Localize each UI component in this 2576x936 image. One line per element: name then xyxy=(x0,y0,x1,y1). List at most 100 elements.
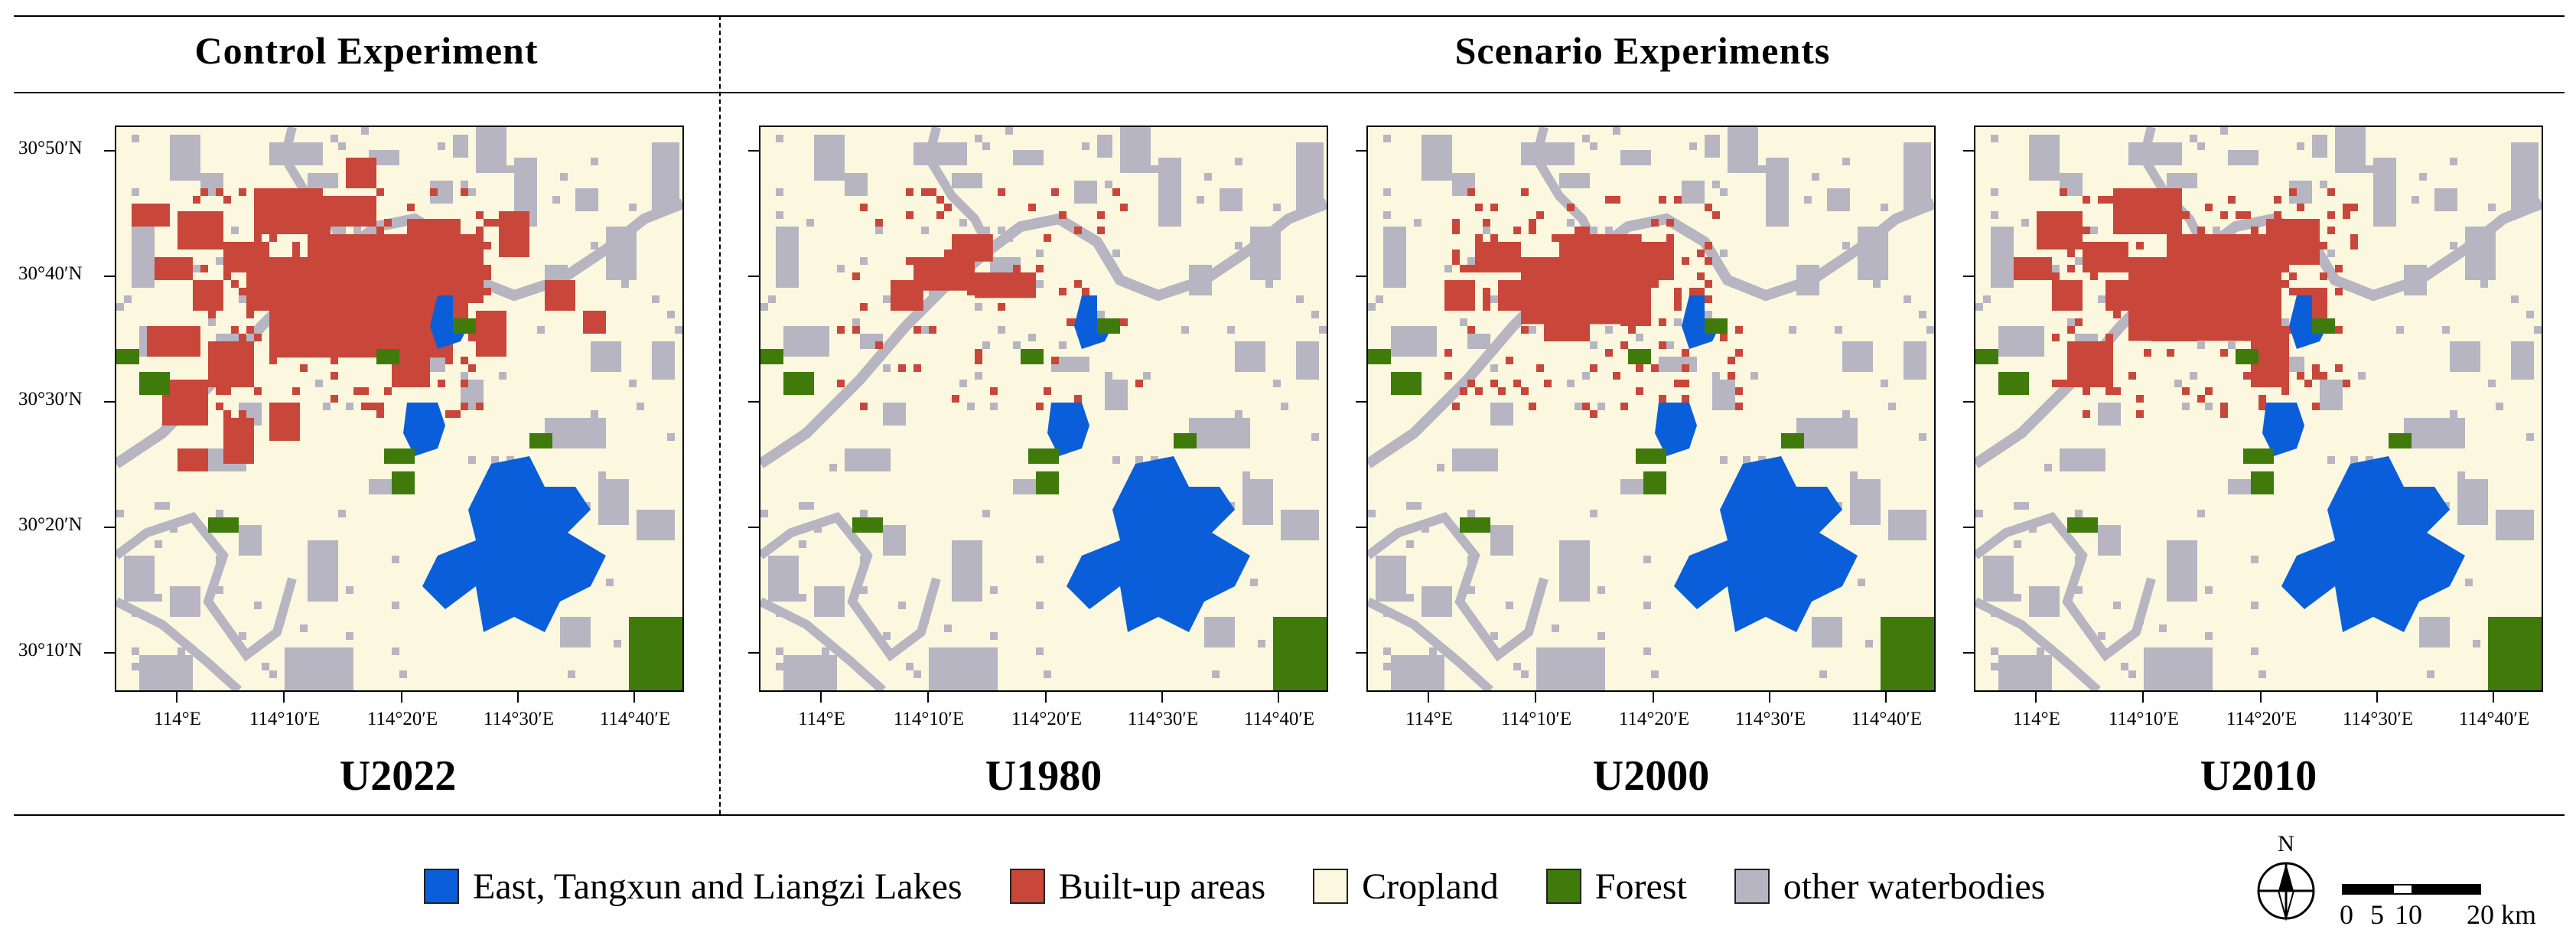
built-up-pixel xyxy=(1036,403,1044,410)
built-up-pixel xyxy=(392,341,399,349)
other-waterbody-pixel xyxy=(1620,487,1628,494)
built-up-pixel xyxy=(300,295,308,303)
other-waterbody xyxy=(1659,357,1697,372)
other-waterbody-pixel xyxy=(806,219,814,227)
other-waterbody-pixel xyxy=(300,625,308,632)
other-waterbody-pixel xyxy=(629,380,637,387)
other-waterbody xyxy=(1158,158,1181,227)
built-up-pixel xyxy=(852,272,860,280)
built-up-pixel xyxy=(223,242,231,249)
built-up-pixel xyxy=(1682,395,1689,403)
other-waterbody-pixel xyxy=(1036,249,1044,257)
built-up-pixel xyxy=(1605,349,1613,357)
built-up-pixel xyxy=(361,219,369,227)
other-waterbody-pixel xyxy=(2213,227,2220,234)
lon-tick xyxy=(1161,692,1163,703)
built-up-pixel xyxy=(1582,227,1590,234)
legend-label-built-up: Built-up areas xyxy=(1058,866,1266,907)
east-lake xyxy=(1074,295,1112,349)
other-waterbody-pixel xyxy=(1429,655,1437,663)
other-waterbody-pixel xyxy=(1376,295,1383,303)
other-waterbody xyxy=(476,127,506,173)
other-waterbody-pixel xyxy=(975,372,982,380)
built-up-pixel xyxy=(1475,234,1483,242)
other-waterbody-pixel xyxy=(1368,510,1376,517)
other-waterbody-pixel xyxy=(132,647,139,655)
other-waterbody-pixel xyxy=(1444,265,1452,272)
built-up-pixel xyxy=(2098,196,2105,204)
other-waterbody-pixel xyxy=(346,586,353,594)
built-up-pixel xyxy=(216,403,223,410)
other-waterbody xyxy=(453,135,468,158)
built-up-pixel xyxy=(1051,188,1059,196)
built-up-pixel xyxy=(2205,387,2213,395)
other-waterbody-pixel xyxy=(323,403,331,410)
other-waterbody-pixel xyxy=(262,663,269,670)
built-up-pixel xyxy=(1552,234,1559,242)
built-up-pixel xyxy=(1697,288,1705,295)
other-waterbody-pixel xyxy=(776,211,783,219)
other-waterbody-pixel xyxy=(132,188,139,196)
other-waterbody-pixel xyxy=(2251,602,2258,609)
built-up-pixel xyxy=(1059,288,1067,295)
other-waterbody-pixel xyxy=(2450,410,2457,418)
other-waterbody xyxy=(883,403,906,426)
lat-tick xyxy=(1963,527,1974,528)
built-up-pixel xyxy=(468,334,476,341)
built-up-pixel xyxy=(2327,227,2335,234)
built-up-pixel xyxy=(208,311,216,318)
built-up-pixel xyxy=(2159,265,2167,272)
other-waterbody-pixel xyxy=(1112,456,1120,464)
other-waterbody xyxy=(1850,479,1881,525)
built-up-pixel xyxy=(1074,280,1082,288)
other-waterbody xyxy=(1559,173,1590,188)
other-waterbody-pixel xyxy=(1406,540,1414,548)
other-waterbody xyxy=(1766,158,1789,227)
built-up-pixel xyxy=(952,395,959,403)
built-up-pixel xyxy=(1697,249,1705,257)
built-up-pixel xyxy=(1735,349,1743,357)
built-up-pixel xyxy=(1097,211,1105,219)
map-panel-u2010 xyxy=(1974,126,2543,692)
other-waterbody-pixel xyxy=(369,487,376,494)
other-waterbody-pixel xyxy=(1319,326,1327,334)
other-waterbody-pixel xyxy=(2190,563,2197,571)
forest-patch xyxy=(1391,372,1422,395)
lon-tick xyxy=(820,692,822,703)
built-up-pixel xyxy=(1735,403,1743,410)
built-up-pixel xyxy=(2075,303,2083,311)
other-waterbody-pixel xyxy=(2511,517,2519,525)
built-up-pixel xyxy=(944,249,952,257)
other-waterbody-pixel xyxy=(837,265,845,272)
other-waterbody-pixel xyxy=(959,219,967,227)
other-waterbody-pixel xyxy=(2067,318,2075,326)
east-lake xyxy=(430,295,468,349)
built-up-pixel xyxy=(2243,318,2251,326)
built-up-pixel xyxy=(852,326,860,334)
other-waterbody-pixel xyxy=(906,663,913,670)
other-waterbody xyxy=(2029,135,2060,181)
control-header: Control Experiment xyxy=(194,29,539,72)
built-up-pixel xyxy=(269,357,277,364)
lon-tick xyxy=(2035,692,2037,703)
built-up-pixel xyxy=(277,219,285,227)
built-up-pixel xyxy=(2297,288,2304,295)
built-up-pixel xyxy=(1659,395,1666,403)
other-waterbody-pixel xyxy=(331,563,338,571)
other-waterbody-pixel xyxy=(1414,219,1422,227)
built-up-pixel xyxy=(461,403,468,410)
built-up-pixel xyxy=(1728,357,1735,364)
built-up-pixel xyxy=(384,387,392,395)
built-up-pixel xyxy=(2274,318,2281,326)
built-up-pixel xyxy=(2190,265,2197,272)
river-tributary xyxy=(1368,511,1549,662)
built-up-pixel xyxy=(1460,387,1467,395)
other-waterbody-pixel xyxy=(2098,632,2105,640)
other-waterbody xyxy=(1296,341,1319,380)
other-waterbody-pixel xyxy=(346,647,353,655)
built-up-area xyxy=(269,403,300,441)
built-up-pixel xyxy=(906,211,913,219)
other-waterbody-pixel xyxy=(629,204,637,211)
other-waterbody xyxy=(2167,173,2197,188)
built-up-pixel xyxy=(193,196,200,204)
